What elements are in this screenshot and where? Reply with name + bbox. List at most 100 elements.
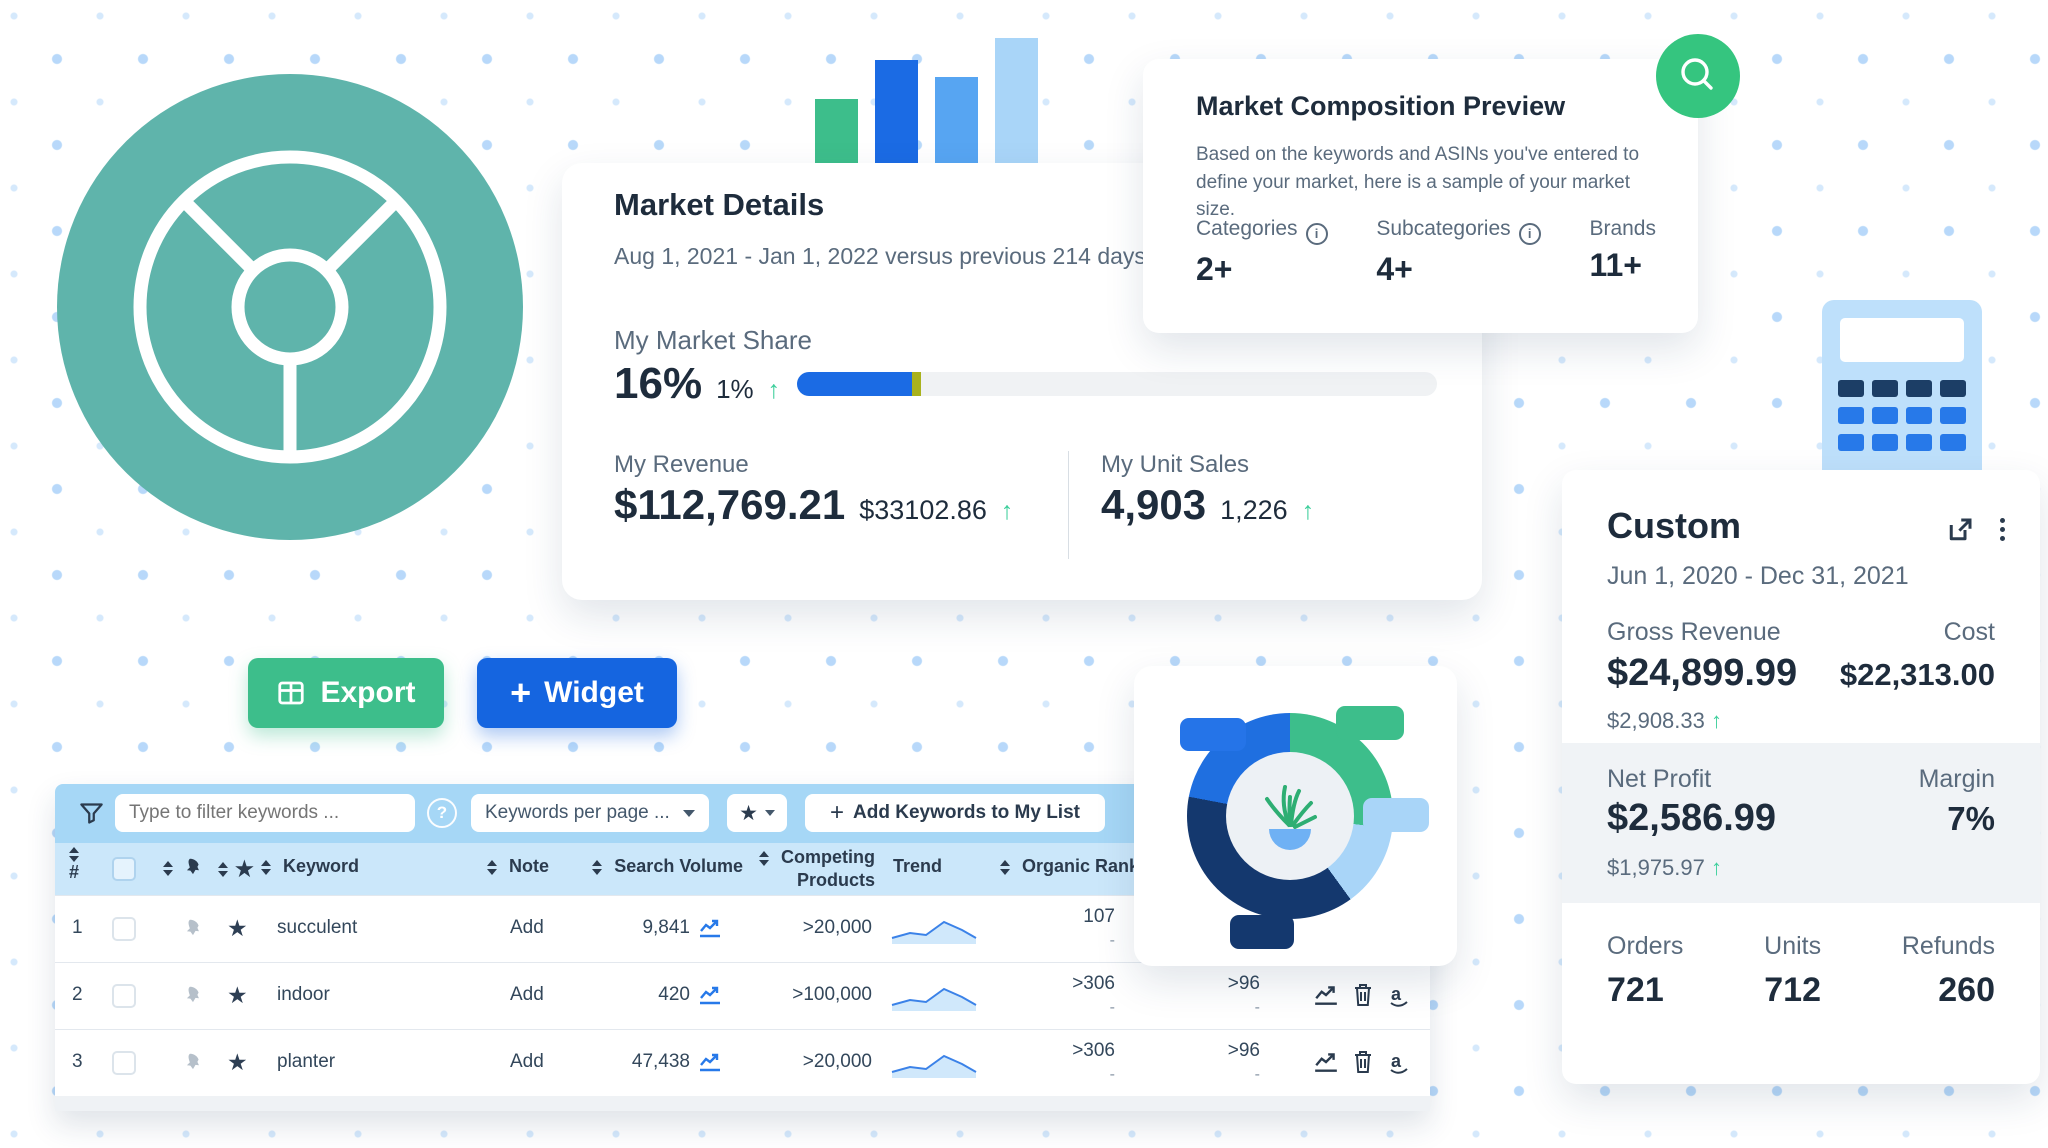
gross-revenue-label: Gross Revenue — [1607, 618, 1781, 646]
unit-sales-change: 1,226 — [1220, 495, 1288, 525]
refunds-value: 260 — [1938, 971, 1995, 1009]
up-arrow-icon: ↑ — [767, 376, 781, 404]
margin-label: Margin — [1918, 765, 1995, 793]
chart-line-icon[interactable] — [698, 917, 722, 939]
row-checkbox[interactable] — [112, 984, 136, 1008]
gross-revenue-change: $2,908.33 — [1607, 708, 1705, 733]
row-search-volume: 9,841 — [642, 917, 690, 938]
orders-label: Orders — [1607, 932, 1684, 960]
star-icon[interactable]: ★ — [227, 1049, 248, 1075]
note-header-label: Note — [509, 856, 550, 876]
column-header-organic-rank[interactable]: Organic Rank — [1000, 856, 1170, 877]
column-header-competing-products[interactable]: Competing Products — [707, 846, 875, 891]
stat-categories-label: Categories — [1196, 217, 1298, 240]
chart-line-icon[interactable] — [698, 984, 722, 1006]
refunds-label: Refunds — [1901, 932, 1995, 960]
my-revenue-value: $112,769.21 — [614, 481, 846, 528]
column-header-trend[interactable]: Trend — [893, 856, 942, 877]
chevron-down-icon — [764, 810, 775, 816]
help-icon[interactable]: ? — [427, 798, 457, 828]
amazon-icon[interactable]: a — [1387, 1050, 1411, 1076]
column-header-note[interactable]: Note — [487, 856, 549, 877]
select-all-checkbox[interactable] — [112, 857, 136, 881]
sort-icon[interactable] — [69, 847, 79, 862]
row-organic-rank-change: - — [1109, 932, 1115, 949]
sort-icon[interactable] — [218, 862, 228, 877]
table-row[interactable]: 2 ★ indoor Add 420 >100,000 >306 - >96 -… — [55, 962, 1430, 1029]
row-sponsored-rank: >96 — [1227, 1040, 1260, 1061]
column-header-rocket[interactable] — [163, 857, 202, 879]
star-icon[interactable]: ★ — [227, 915, 248, 941]
stat-brands-value: 11+ — [1589, 247, 1642, 283]
column-header-search-volume[interactable]: Search Volume — [563, 856, 743, 877]
sort-icon[interactable] — [592, 859, 603, 875]
chart-line-icon[interactable] — [698, 1051, 722, 1073]
amazon-icon[interactable]: a — [1387, 983, 1411, 1009]
row-note-add[interactable]: Add — [510, 1051, 544, 1072]
stat-subcategories: Subcategories i 4+ — [1376, 217, 1541, 288]
market-composition-card: Market Composition Preview Based on the … — [1143, 59, 1698, 333]
filter-funnel-icon[interactable] — [78, 800, 105, 827]
export-button[interactable]: Export — [248, 658, 444, 728]
sort-icon[interactable] — [758, 850, 769, 866]
sort-icon[interactable] — [1000, 859, 1010, 875]
row-checkbox[interactable] — [112, 917, 136, 941]
decor-bar-chart — [815, 38, 1039, 165]
my-revenue-change: $33102.86 — [859, 495, 987, 525]
star-icon[interactable]: ★ — [227, 982, 248, 1008]
svg-text:a: a — [1391, 1051, 1402, 1071]
info-icon[interactable]: i — [1518, 222, 1541, 245]
sort-icon[interactable] — [487, 859, 497, 875]
trash-icon[interactable] — [1351, 982, 1375, 1008]
row-checkbox[interactable] — [112, 1051, 136, 1075]
column-header-num[interactable]: # — [69, 847, 79, 883]
add-widget-button[interactable]: + Widget — [477, 658, 677, 728]
sort-icon[interactable] — [261, 859, 271, 875]
row-keyword: indoor — [277, 984, 330, 1005]
rocket-icon[interactable] — [180, 985, 202, 1007]
star-filter-button[interactable]: ★ — [727, 794, 787, 832]
organic-rank-header-label: Organic Rank — [1022, 856, 1140, 876]
row-note-add[interactable]: Add — [510, 917, 544, 938]
row-organic-rank: >306 — [1072, 973, 1115, 994]
rocket-icon[interactable] — [180, 1052, 202, 1074]
keyword-filter-input[interactable] — [115, 794, 415, 832]
info-icon[interactable]: i — [1305, 222, 1328, 245]
search-badge[interactable] — [1656, 34, 1740, 118]
column-header-star[interactable]: ★ — [218, 857, 254, 882]
decor-bar-lightblue — [995, 38, 1038, 165]
orders-value: 721 — [1607, 971, 1664, 1009]
analytics-icon[interactable] — [1313, 1050, 1339, 1074]
analytics-icon[interactable] — [1313, 983, 1339, 1007]
competing-products-header-label: Competing Products — [781, 847, 875, 890]
net-profit-label: Net Profit — [1607, 765, 1712, 793]
rocket-icon — [186, 858, 199, 875]
trash-icon[interactable] — [1351, 1049, 1375, 1075]
stat-subcategories-value: 4+ — [1376, 250, 1413, 287]
rocket-icon[interactable] — [180, 918, 202, 940]
external-link-icon[interactable] — [1945, 515, 1975, 545]
row-num: 1 — [72, 917, 83, 938]
row-organic-rank-change: - — [1109, 999, 1115, 1016]
column-header-keyword[interactable]: Keyword — [261, 856, 359, 877]
row-organic-rank: >306 — [1072, 1040, 1115, 1061]
chevron-down-icon — [683, 809, 695, 817]
stat-categories-value: 2+ — [1196, 250, 1233, 287]
table-footer-strip — [55, 1096, 1430, 1111]
legend-chip-lightblue — [1363, 798, 1429, 832]
up-arrow-icon: ↑ — [1000, 497, 1014, 525]
table-row[interactable]: 3 ★ planter Add 47,438 >20,000 >306 - >9… — [55, 1029, 1430, 1096]
kebab-menu-icon[interactable] — [2000, 518, 2005, 541]
row-note-add[interactable]: Add — [510, 984, 544, 1005]
trend-sparkline — [891, 920, 977, 944]
keywords-per-page-select[interactable]: Keywords per page ... — [471, 794, 709, 832]
unit-sales-value: 4,903 — [1101, 481, 1207, 528]
sort-icon[interactable] — [163, 860, 173, 876]
row-sponsored-rank-change: - — [1254, 999, 1260, 1016]
add-keywords-button[interactable]: + Add Keywords to My List — [805, 794, 1105, 832]
unit-sales-label: My Unit Sales — [1101, 451, 1250, 478]
calculator-screen — [1840, 318, 1964, 362]
stat-units: Units 712 — [1764, 932, 1821, 1010]
plus-icon: + — [510, 672, 532, 713]
